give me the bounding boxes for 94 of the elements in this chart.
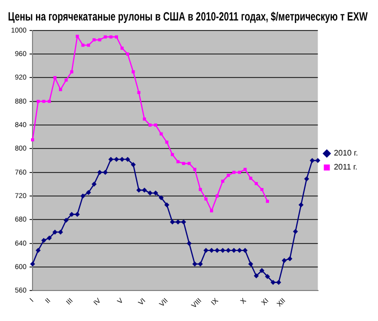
point bbox=[130, 162, 136, 168]
point bbox=[58, 230, 64, 235]
point bbox=[164, 202, 170, 208]
point bbox=[242, 248, 248, 253]
point bbox=[181, 220, 186, 225]
point bbox=[114, 156, 119, 162]
point bbox=[232, 170, 236, 174]
chart-title: Цены на горячекатаные рулоны в США в 2010-2011 годах, $/метрическую т EXW bbox=[8, 10, 368, 24]
point bbox=[193, 168, 196, 171]
point bbox=[254, 273, 259, 278]
point bbox=[254, 182, 258, 186]
point bbox=[97, 170, 102, 175]
point bbox=[186, 240, 192, 246]
point bbox=[198, 188, 202, 192]
point bbox=[98, 38, 102, 42]
legend-label: 2010 г. bbox=[334, 148, 358, 158]
point bbox=[153, 190, 158, 196]
point bbox=[69, 212, 74, 217]
point bbox=[30, 262, 36, 267]
point bbox=[74, 212, 80, 217]
point bbox=[216, 194, 219, 198]
point bbox=[210, 209, 214, 212]
point bbox=[238, 170, 242, 174]
point bbox=[36, 100, 40, 103]
point bbox=[221, 180, 224, 183]
point bbox=[136, 188, 142, 193]
point bbox=[42, 100, 46, 103]
point bbox=[231, 248, 236, 253]
point bbox=[126, 52, 130, 56]
point bbox=[292, 228, 298, 234]
point bbox=[188, 162, 191, 166]
point bbox=[214, 248, 220, 253]
point bbox=[315, 158, 320, 164]
point bbox=[158, 195, 164, 200]
point bbox=[81, 44, 84, 47]
point bbox=[176, 160, 180, 164]
point bbox=[248, 262, 254, 267]
point bbox=[259, 268, 264, 274]
point bbox=[114, 35, 118, 38]
point bbox=[76, 34, 79, 38]
point bbox=[31, 138, 34, 142]
point bbox=[120, 156, 125, 162]
point bbox=[64, 218, 69, 223]
point bbox=[270, 280, 276, 285]
point bbox=[137, 90, 140, 94]
point bbox=[264, 274, 270, 279]
point bbox=[41, 238, 46, 243]
point bbox=[244, 168, 247, 171]
point bbox=[58, 88, 62, 92]
point bbox=[148, 123, 152, 127]
point bbox=[142, 188, 147, 193]
point bbox=[70, 70, 74, 74]
point bbox=[104, 35, 107, 38]
point bbox=[102, 170, 108, 175]
point bbox=[108, 156, 114, 162]
point bbox=[192, 262, 198, 267]
point bbox=[160, 132, 163, 136]
point bbox=[249, 176, 252, 180]
point bbox=[53, 76, 56, 80]
point bbox=[203, 248, 208, 253]
point bbox=[46, 235, 52, 240]
point bbox=[52, 230, 58, 235]
point bbox=[304, 176, 310, 182]
point bbox=[276, 280, 282, 285]
point bbox=[36, 248, 41, 253]
point bbox=[165, 140, 168, 144]
point bbox=[120, 46, 124, 50]
point bbox=[109, 35, 112, 38]
point bbox=[266, 200, 270, 203]
point bbox=[64, 78, 68, 82]
point bbox=[125, 156, 130, 162]
point bbox=[92, 38, 96, 42]
point bbox=[132, 70, 135, 74]
point bbox=[204, 197, 208, 201]
point bbox=[287, 256, 292, 262]
point bbox=[182, 162, 186, 166]
point bbox=[226, 174, 230, 177]
point bbox=[170, 153, 174, 156]
point bbox=[220, 248, 226, 253]
point bbox=[86, 190, 92, 195]
point bbox=[282, 258, 287, 263]
point bbox=[226, 248, 231, 253]
point bbox=[209, 248, 214, 253]
point bbox=[298, 202, 304, 208]
point bbox=[260, 188, 264, 192]
legend-label: 2011 г. bbox=[334, 162, 358, 172]
point bbox=[142, 118, 146, 121]
point bbox=[92, 182, 97, 187]
point bbox=[154, 123, 158, 127]
point bbox=[170, 220, 175, 225]
point bbox=[86, 44, 90, 47]
point bbox=[48, 100, 51, 103]
point bbox=[80, 194, 86, 199]
point bbox=[310, 158, 315, 164]
